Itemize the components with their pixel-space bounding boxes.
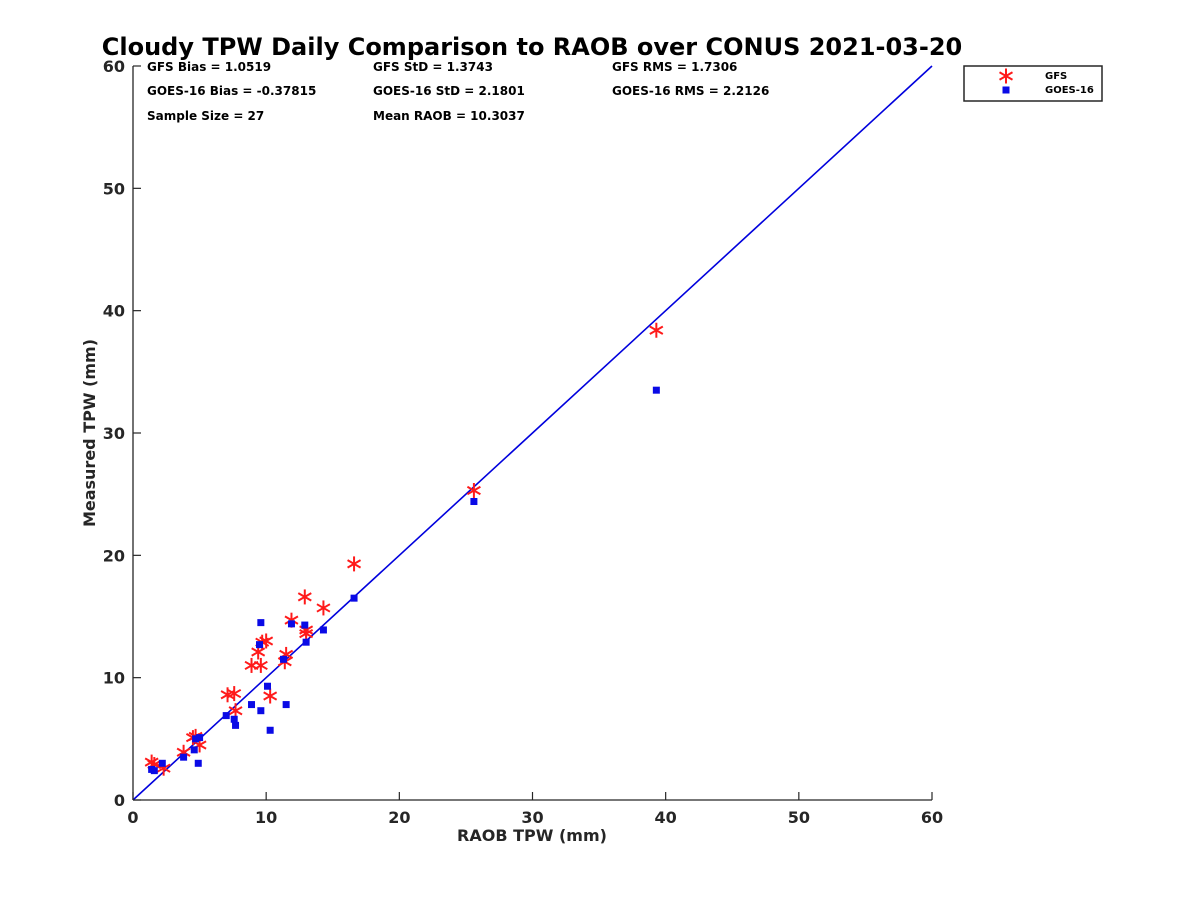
y-tick-label: 60 — [103, 57, 125, 76]
chart-title: Cloudy TPW Daily Comparison to RAOB over… — [102, 33, 962, 61]
stat-text: GOES-16 RMS = 2.2126 — [612, 84, 769, 98]
goes16-point — [279, 655, 287, 663]
gfs-point — [649, 322, 664, 338]
goes16-point — [248, 701, 256, 709]
x-tick-label: 10 — [255, 808, 277, 827]
legend-gfs-label: GFS — [1045, 71, 1067, 82]
goes16-point — [257, 619, 265, 627]
stats-annotations: GFS Bias = 1.0519 GFS StD = 1.3743 GFS RMS… — [147, 60, 769, 123]
goes16-point — [266, 726, 274, 734]
goes16-point — [287, 620, 295, 628]
goes16-point — [350, 594, 358, 602]
legend-box — [963, 65, 1103, 102]
y-tick-label: 30 — [103, 424, 125, 443]
goes16-series — [148, 386, 660, 775]
stat-text: GOES-16 Bias = -0.37815 — [147, 84, 316, 98]
y-axis-label: Measured TPW (mm) — [80, 339, 99, 527]
legend-goes16-label: GOES-16 — [1045, 85, 1094, 96]
gfs-series — [144, 322, 664, 776]
goes16-point — [470, 498, 478, 506]
y-tick-label: 20 — [103, 546, 125, 565]
gfs-point — [297, 589, 312, 605]
stat-text: Sample Size = 27 — [147, 109, 264, 123]
y-tick-label: 50 — [103, 179, 125, 198]
stat-text: Mean RAOB = 10.3037 — [373, 109, 525, 123]
legend: GFS GOES-16 — [963, 65, 1103, 102]
legend-gfs-marker — [999, 68, 1013, 84]
x-tick-label: 0 — [127, 808, 138, 827]
x-axis-label: RAOB TPW (mm) — [457, 826, 607, 845]
goes16-point — [190, 746, 198, 754]
y-tick-label: 40 — [103, 302, 125, 321]
goes16-point — [302, 638, 310, 646]
goes16-point — [196, 734, 204, 742]
plot-area — [132, 65, 933, 801]
goes16-point — [319, 626, 327, 634]
y-axis-ticks: 0 10 20 30 40 50 60 — [103, 57, 141, 810]
y-tick-label: 10 — [103, 669, 125, 688]
goes16-point — [150, 767, 158, 775]
goes16-point — [180, 753, 188, 761]
gfs-point — [466, 482, 481, 498]
goes16-point — [257, 707, 265, 715]
goes16-point — [256, 641, 264, 649]
x-tick-label: 30 — [521, 808, 543, 827]
goes16-point — [282, 701, 290, 709]
goes16-point — [194, 759, 202, 767]
goes16-point — [158, 759, 166, 767]
goes16-point — [222, 712, 230, 720]
x-tick-label: 50 — [788, 808, 810, 827]
stat-text: GFS Bias = 1.0519 — [147, 60, 271, 74]
gfs-point — [227, 686, 242, 702]
x-tick-label: 60 — [921, 808, 943, 827]
goes16-point — [301, 621, 309, 629]
gfs-point — [263, 688, 278, 704]
goes16-point — [232, 721, 240, 729]
gfs-point — [253, 657, 268, 673]
gfs-point — [316, 600, 331, 616]
goes16-point — [230, 715, 238, 723]
one-to-one-line — [132, 65, 933, 801]
x-tick-label: 20 — [388, 808, 410, 827]
stat-text: GFS StD = 1.3743 — [373, 60, 493, 74]
goes16-point — [652, 386, 660, 394]
x-axis-ticks: 0 10 20 30 40 50 60 — [127, 792, 943, 827]
goes16-point — [192, 735, 200, 743]
stat-text: GFS RMS = 1.7306 — [612, 60, 737, 74]
legend-gfs-asterisk — [999, 68, 1013, 84]
legend-goes16-marker — [1002, 86, 1010, 94]
gfs-point — [347, 556, 362, 572]
gfs-point — [228, 703, 243, 719]
stat-text: GOES-16 StD = 2.1801 — [373, 84, 525, 98]
gfs-point — [244, 657, 259, 673]
goes16-point — [263, 682, 271, 690]
y-tick-label: 0 — [114, 791, 125, 810]
x-tick-label: 40 — [655, 808, 677, 827]
